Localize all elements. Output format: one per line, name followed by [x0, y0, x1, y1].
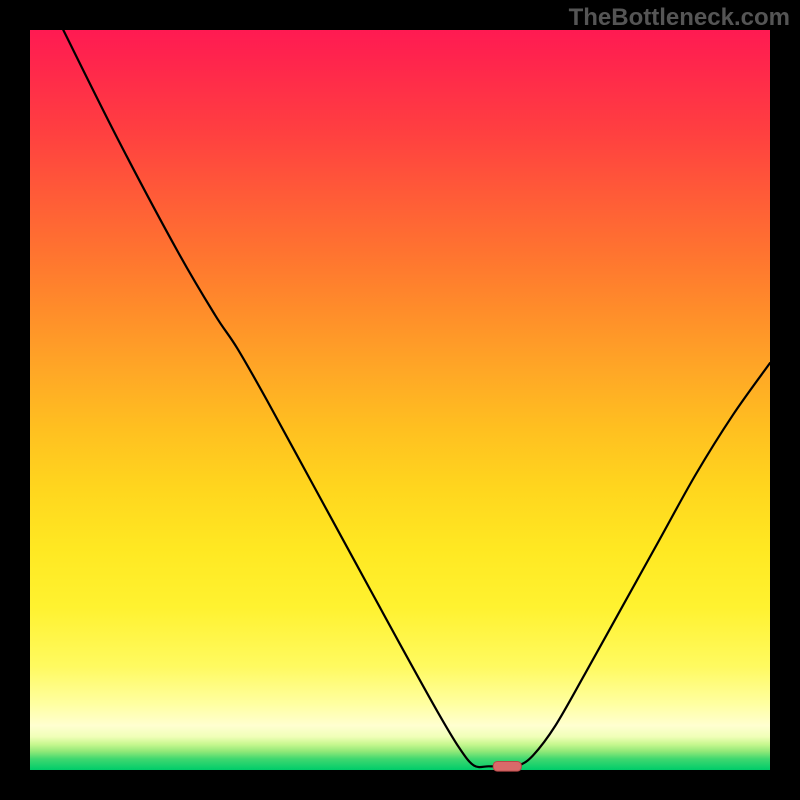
- bottleneck-chart: [0, 0, 800, 800]
- chart-container: TheBottleneck.com: [0, 0, 800, 800]
- plot-background: [30, 30, 770, 770]
- watermark-text: TheBottleneck.com: [569, 4, 790, 32]
- optimal-marker: [493, 761, 521, 771]
